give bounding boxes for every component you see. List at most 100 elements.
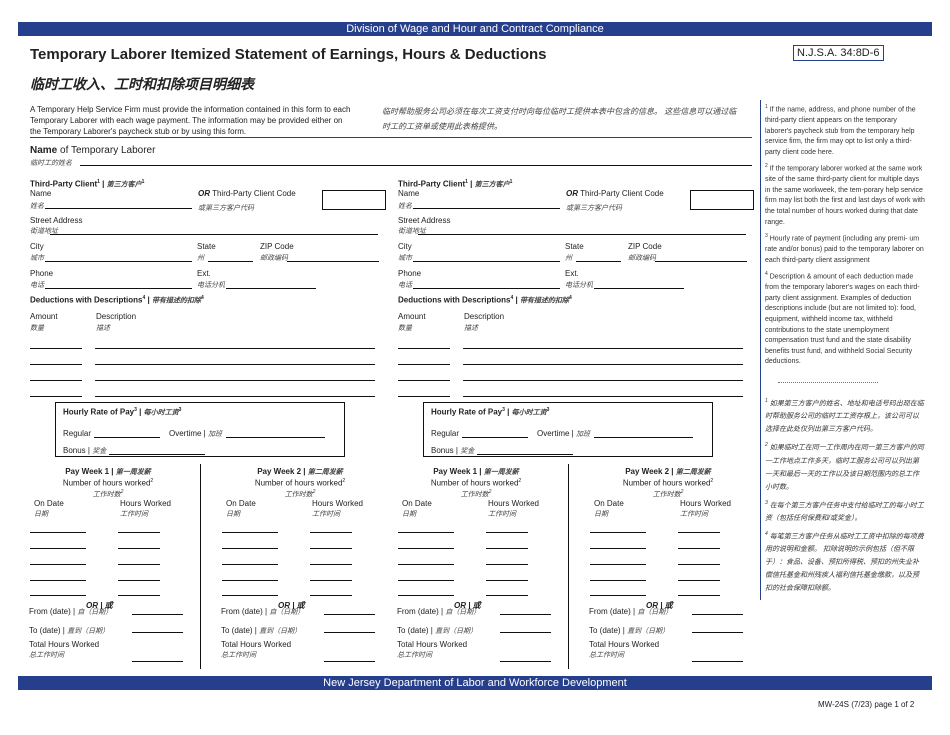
amount-field[interactable] [398,364,450,365]
amount-field[interactable] [398,396,450,397]
date-field[interactable] [30,564,86,565]
hours-field[interactable] [118,532,160,533]
to-date-field[interactable] [500,632,551,633]
description-field[interactable] [463,380,743,381]
hours-field[interactable] [310,564,352,565]
zip-field[interactable] [287,261,379,262]
hours-field[interactable] [678,595,720,596]
city-field[interactable] [413,261,560,262]
total-hours-field[interactable] [692,661,743,662]
date-field[interactable] [30,580,86,581]
zip-field[interactable] [655,261,747,262]
date-field[interactable] [398,564,454,565]
hours-worked-label: Hours Worked [488,499,539,508]
date-field[interactable] [222,564,278,565]
client-code-field[interactable] [690,190,754,210]
ext-field[interactable] [226,288,316,289]
description-field[interactable] [463,364,743,365]
to-date-field[interactable] [324,632,375,633]
on-date-label-zh: 日期 [226,511,240,518]
description-field[interactable] [463,396,743,397]
hours-count-label-zh: 工作时数2 [652,489,684,499]
date-field[interactable] [30,595,86,596]
total-hours-field[interactable] [132,661,183,662]
date-field[interactable] [398,595,454,596]
regular-rate-field[interactable] [94,437,160,438]
to-date-field[interactable] [132,632,183,633]
hours-worked-label-zh: 工作时间 [488,511,516,518]
date-field[interactable] [222,595,278,596]
amount-field[interactable] [398,380,450,381]
hours-field[interactable] [118,580,160,581]
hours-field[interactable] [118,548,160,549]
amount-field[interactable] [30,348,82,349]
city-field[interactable] [45,261,192,262]
phone-field[interactable] [45,288,192,289]
regular-label: Regular [63,429,92,438]
date-field[interactable] [590,564,646,565]
description-field[interactable] [95,396,375,397]
date-field[interactable] [590,580,646,581]
hours-field[interactable] [486,532,528,533]
from-date-field[interactable] [692,614,743,615]
phone-field[interactable] [413,288,560,289]
from-date-field[interactable] [132,614,183,615]
date-field[interactable] [590,595,646,596]
client-name-field[interactable] [45,208,192,209]
street-field[interactable] [50,234,378,235]
date-field[interactable] [590,532,646,533]
date-field[interactable] [222,548,278,549]
description-field[interactable] [95,380,375,381]
description-field[interactable] [95,364,375,365]
date-field[interactable] [398,532,454,533]
hours-field[interactable] [310,580,352,581]
date-field[interactable] [30,548,86,549]
bonus-field[interactable] [477,454,573,455]
state-label-zh: 州 [565,255,572,262]
state-field[interactable] [576,261,621,262]
date-field[interactable] [30,532,86,533]
total-hours-label-zh: 总工作时间 [589,652,624,659]
date-field[interactable] [222,532,278,533]
hours-field[interactable] [310,532,352,533]
hours-field[interactable] [486,595,528,596]
bonus-field[interactable] [109,454,205,455]
hours-field[interactable] [678,564,720,565]
hours-field[interactable] [486,548,528,549]
total-hours-field[interactable] [500,661,551,662]
amount-field[interactable] [30,380,82,381]
description-field[interactable] [95,348,375,349]
amount-field[interactable] [30,396,82,397]
regular-rate-field[interactable] [462,437,528,438]
to-date-field[interactable] [692,632,743,633]
phone-label-zh: 电话 [398,282,412,289]
hours-field[interactable] [678,548,720,549]
amount-field[interactable] [398,348,450,349]
hours-field[interactable] [486,580,528,581]
hours-field[interactable] [486,564,528,565]
state-field[interactable] [208,261,253,262]
hours-field[interactable] [118,564,160,565]
date-field[interactable] [398,580,454,581]
date-field[interactable] [398,548,454,549]
hours-field[interactable] [118,595,160,596]
from-date-field[interactable] [324,614,375,615]
ext-field[interactable] [594,288,684,289]
client-code-field[interactable] [322,190,386,210]
hours-field[interactable] [310,595,352,596]
street-field[interactable] [418,234,746,235]
total-hours-field[interactable] [324,661,375,662]
amount-field[interactable] [30,364,82,365]
ext-label-zh: 电话分机 [197,282,225,289]
client-name-field[interactable] [413,208,560,209]
hours-field[interactable] [678,580,720,581]
overtime-rate-field[interactable] [226,437,325,438]
hours-field[interactable] [310,548,352,549]
laborer-name-field[interactable] [80,165,752,166]
from-date-field[interactable] [500,614,551,615]
date-field[interactable] [590,548,646,549]
description-field[interactable] [463,348,743,349]
date-field[interactable] [222,580,278,581]
overtime-rate-field[interactable] [594,437,693,438]
hours-field[interactable] [678,532,720,533]
